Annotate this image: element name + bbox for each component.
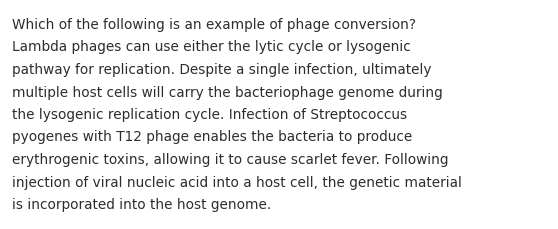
Text: Which of the following is an example of phage conversion?: Which of the following is an example of … xyxy=(12,18,416,32)
Text: erythrogenic toxins, allowing it to cause scarlet fever. Following: erythrogenic toxins, allowing it to caus… xyxy=(12,152,449,166)
Text: injection of viral nucleic acid into a host cell, the genetic material: injection of viral nucleic acid into a h… xyxy=(12,175,462,189)
Text: is incorporated into the host genome.: is incorporated into the host genome. xyxy=(12,197,271,211)
Text: Lambda phages can use either the lytic cycle or lysogenic: Lambda phages can use either the lytic c… xyxy=(12,40,411,54)
Text: the lysogenic replication cycle. Infection of Streptococcus: the lysogenic replication cycle. Infecti… xyxy=(12,108,407,121)
Text: multiple host cells will carry the bacteriophage genome during: multiple host cells will carry the bacte… xyxy=(12,85,442,99)
Text: pathway for replication. Despite a single infection, ultimately: pathway for replication. Despite a singl… xyxy=(12,63,431,77)
Text: pyogenes with T12 phage enables the bacteria to produce: pyogenes with T12 phage enables the bact… xyxy=(12,130,412,144)
